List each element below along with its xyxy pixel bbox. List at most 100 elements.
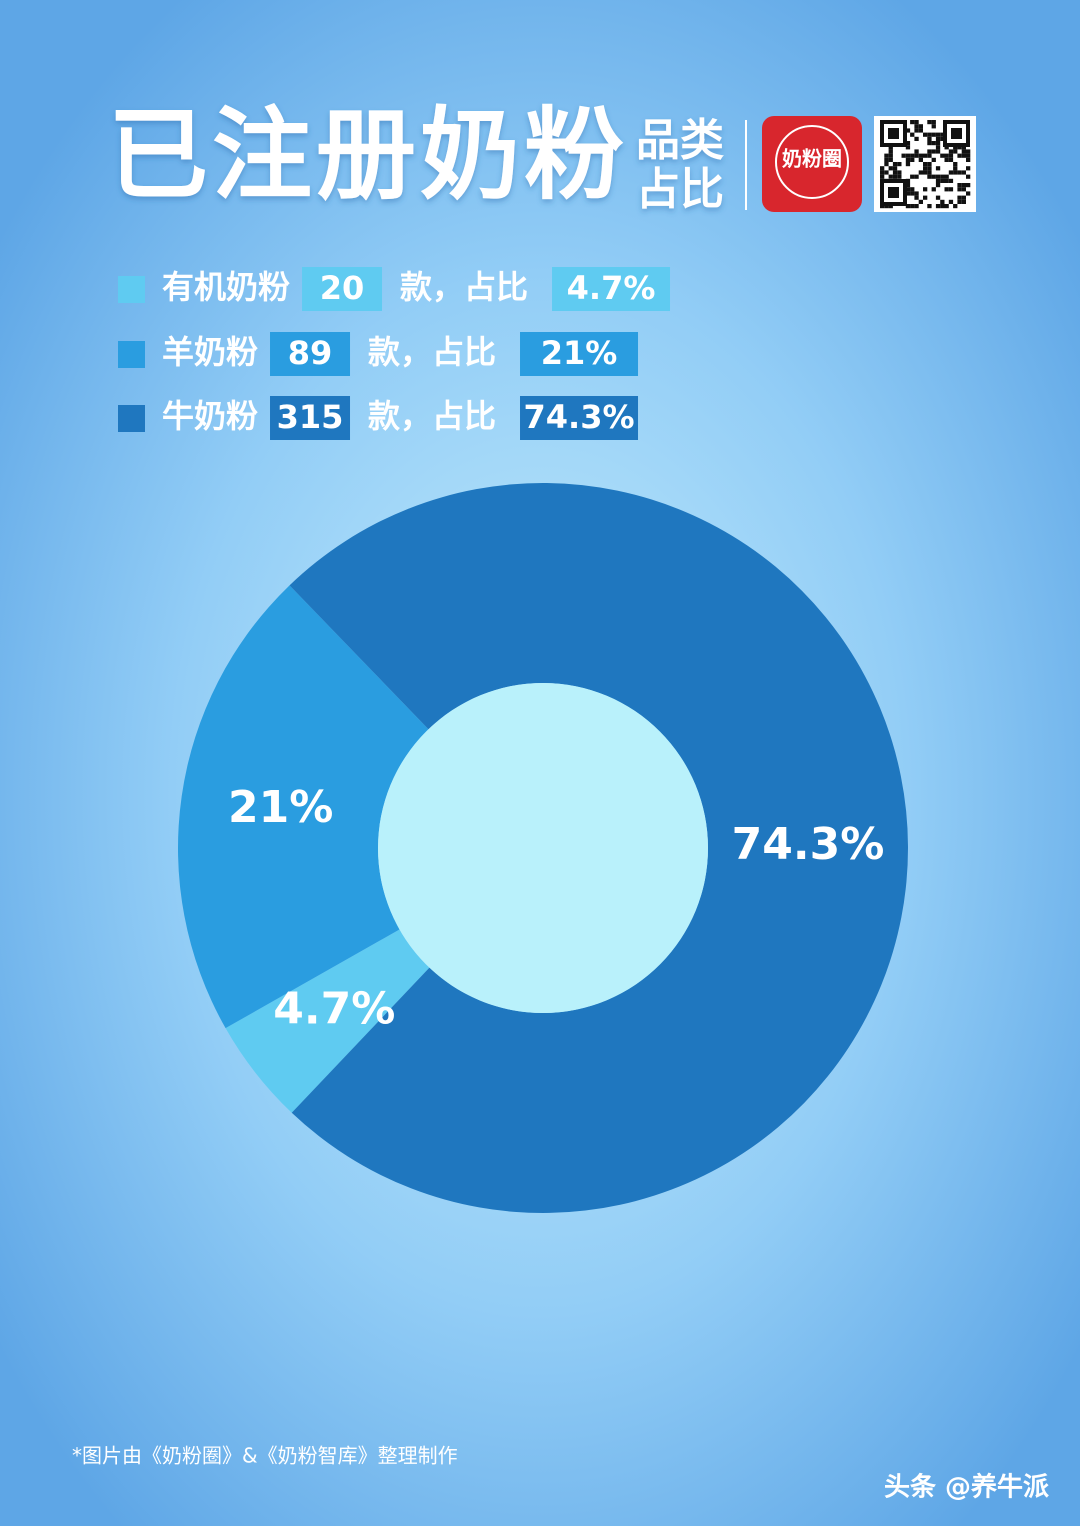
qr-cell <box>910 204 915 209</box>
qr-cell <box>905 157 911 162</box>
qr-cell <box>966 149 971 154</box>
qr-cell <box>935 132 941 137</box>
qr-cell <box>935 145 941 150</box>
count-box <box>270 396 351 440</box>
legend-label: 羊奶粉 <box>162 333 258 371</box>
count-label: 20 <box>320 269 365 307</box>
qr-cell <box>914 149 919 154</box>
qr-cell <box>944 153 949 158</box>
donut-hole <box>378 683 708 1013</box>
chart-title: 已注册奶粉 <box>108 96 628 213</box>
qr-cell <box>953 145 958 150</box>
logo-text: 奶粉圈 <box>782 147 842 171</box>
qr-cell <box>948 178 954 183</box>
qr-cell <box>927 136 932 141</box>
percent-box <box>520 396 639 440</box>
qr-cell <box>927 149 932 154</box>
qr-cell <box>944 178 949 183</box>
qr-cell <box>892 174 898 179</box>
qr-cell <box>905 187 911 192</box>
percent-label: 74.3% <box>524 398 635 436</box>
qr-cell <box>914 191 919 196</box>
qr-cell <box>931 157 936 162</box>
qr-cell <box>923 187 928 192</box>
qr-cell <box>897 174 902 179</box>
qr-cell <box>905 204 911 209</box>
qr-cell <box>918 124 923 129</box>
qr-cell <box>966 191 971 196</box>
qr-cell <box>927 204 932 209</box>
count-label: 89 <box>288 334 333 372</box>
qr-cell <box>935 141 941 146</box>
qr-cell <box>884 153 889 158</box>
qr-cell <box>953 204 958 209</box>
qr-cell <box>935 174 941 179</box>
percent-box <box>520 332 639 376</box>
qr-cell <box>944 157 949 162</box>
qr-cell <box>927 120 932 125</box>
qr-cell <box>918 199 923 204</box>
qr-cell <box>914 174 919 179</box>
qr-cell <box>935 204 941 209</box>
qr-cell <box>897 170 902 175</box>
qr-cell <box>948 153 954 158</box>
qr-cell <box>923 170 928 175</box>
legend-marker <box>118 405 145 432</box>
qr-cell <box>961 183 966 188</box>
qr-cell <box>905 141 911 146</box>
qr-cell <box>884 170 889 175</box>
qr-cell <box>888 166 893 171</box>
qr-cell <box>892 162 898 167</box>
qr-cell <box>888 149 893 154</box>
qr-cell <box>910 153 915 158</box>
qr-cell <box>935 166 941 171</box>
qr-cell <box>966 166 971 171</box>
qr-cell <box>905 153 911 158</box>
qr-cell <box>880 204 885 209</box>
qr-cell <box>957 199 962 204</box>
qr-cell <box>961 149 966 154</box>
qr-cell <box>880 170 885 175</box>
data-label: 21% <box>228 782 333 833</box>
qr-cell <box>948 149 954 154</box>
legend-marker <box>118 276 145 303</box>
qr-cell <box>927 170 932 175</box>
qr-cell <box>905 128 911 133</box>
qr-cell <box>927 174 932 179</box>
percent-box <box>552 267 671 311</box>
qr-cell <box>935 178 941 183</box>
qr-cell <box>914 204 919 209</box>
qr-cell <box>888 145 893 150</box>
qr-cell <box>884 162 889 167</box>
qr-cell <box>940 132 945 137</box>
qr-cell <box>927 153 932 158</box>
legend-marker <box>118 341 145 368</box>
qr-cell <box>961 199 966 204</box>
qr-cell <box>905 191 911 196</box>
qr-cell <box>931 149 936 154</box>
qr-cell <box>888 174 893 179</box>
qr-cell <box>948 170 954 175</box>
qr-cell <box>940 178 945 183</box>
qr-cell <box>940 199 945 204</box>
qr-cell <box>910 187 915 192</box>
qr-cell <box>910 120 915 125</box>
logo-ring <box>775 125 849 199</box>
qr-cell <box>966 153 971 158</box>
qr-cell <box>927 132 932 137</box>
qr-cell <box>957 170 962 175</box>
qr-cell <box>953 149 958 154</box>
qr-cell <box>914 124 919 129</box>
subtitle: 占比 <box>636 164 724 215</box>
pie-slice <box>178 585 429 1029</box>
qr-cell <box>927 141 932 146</box>
qr-cell <box>884 157 889 162</box>
count-box <box>302 267 383 311</box>
legend-label: 牛奶粉 <box>162 397 258 435</box>
qr-cell <box>931 187 936 192</box>
qr-cell <box>918 128 923 133</box>
qr-cell <box>914 195 919 200</box>
qr-cell <box>910 174 915 179</box>
qr-finder <box>951 128 962 139</box>
qr-cell <box>957 153 962 158</box>
